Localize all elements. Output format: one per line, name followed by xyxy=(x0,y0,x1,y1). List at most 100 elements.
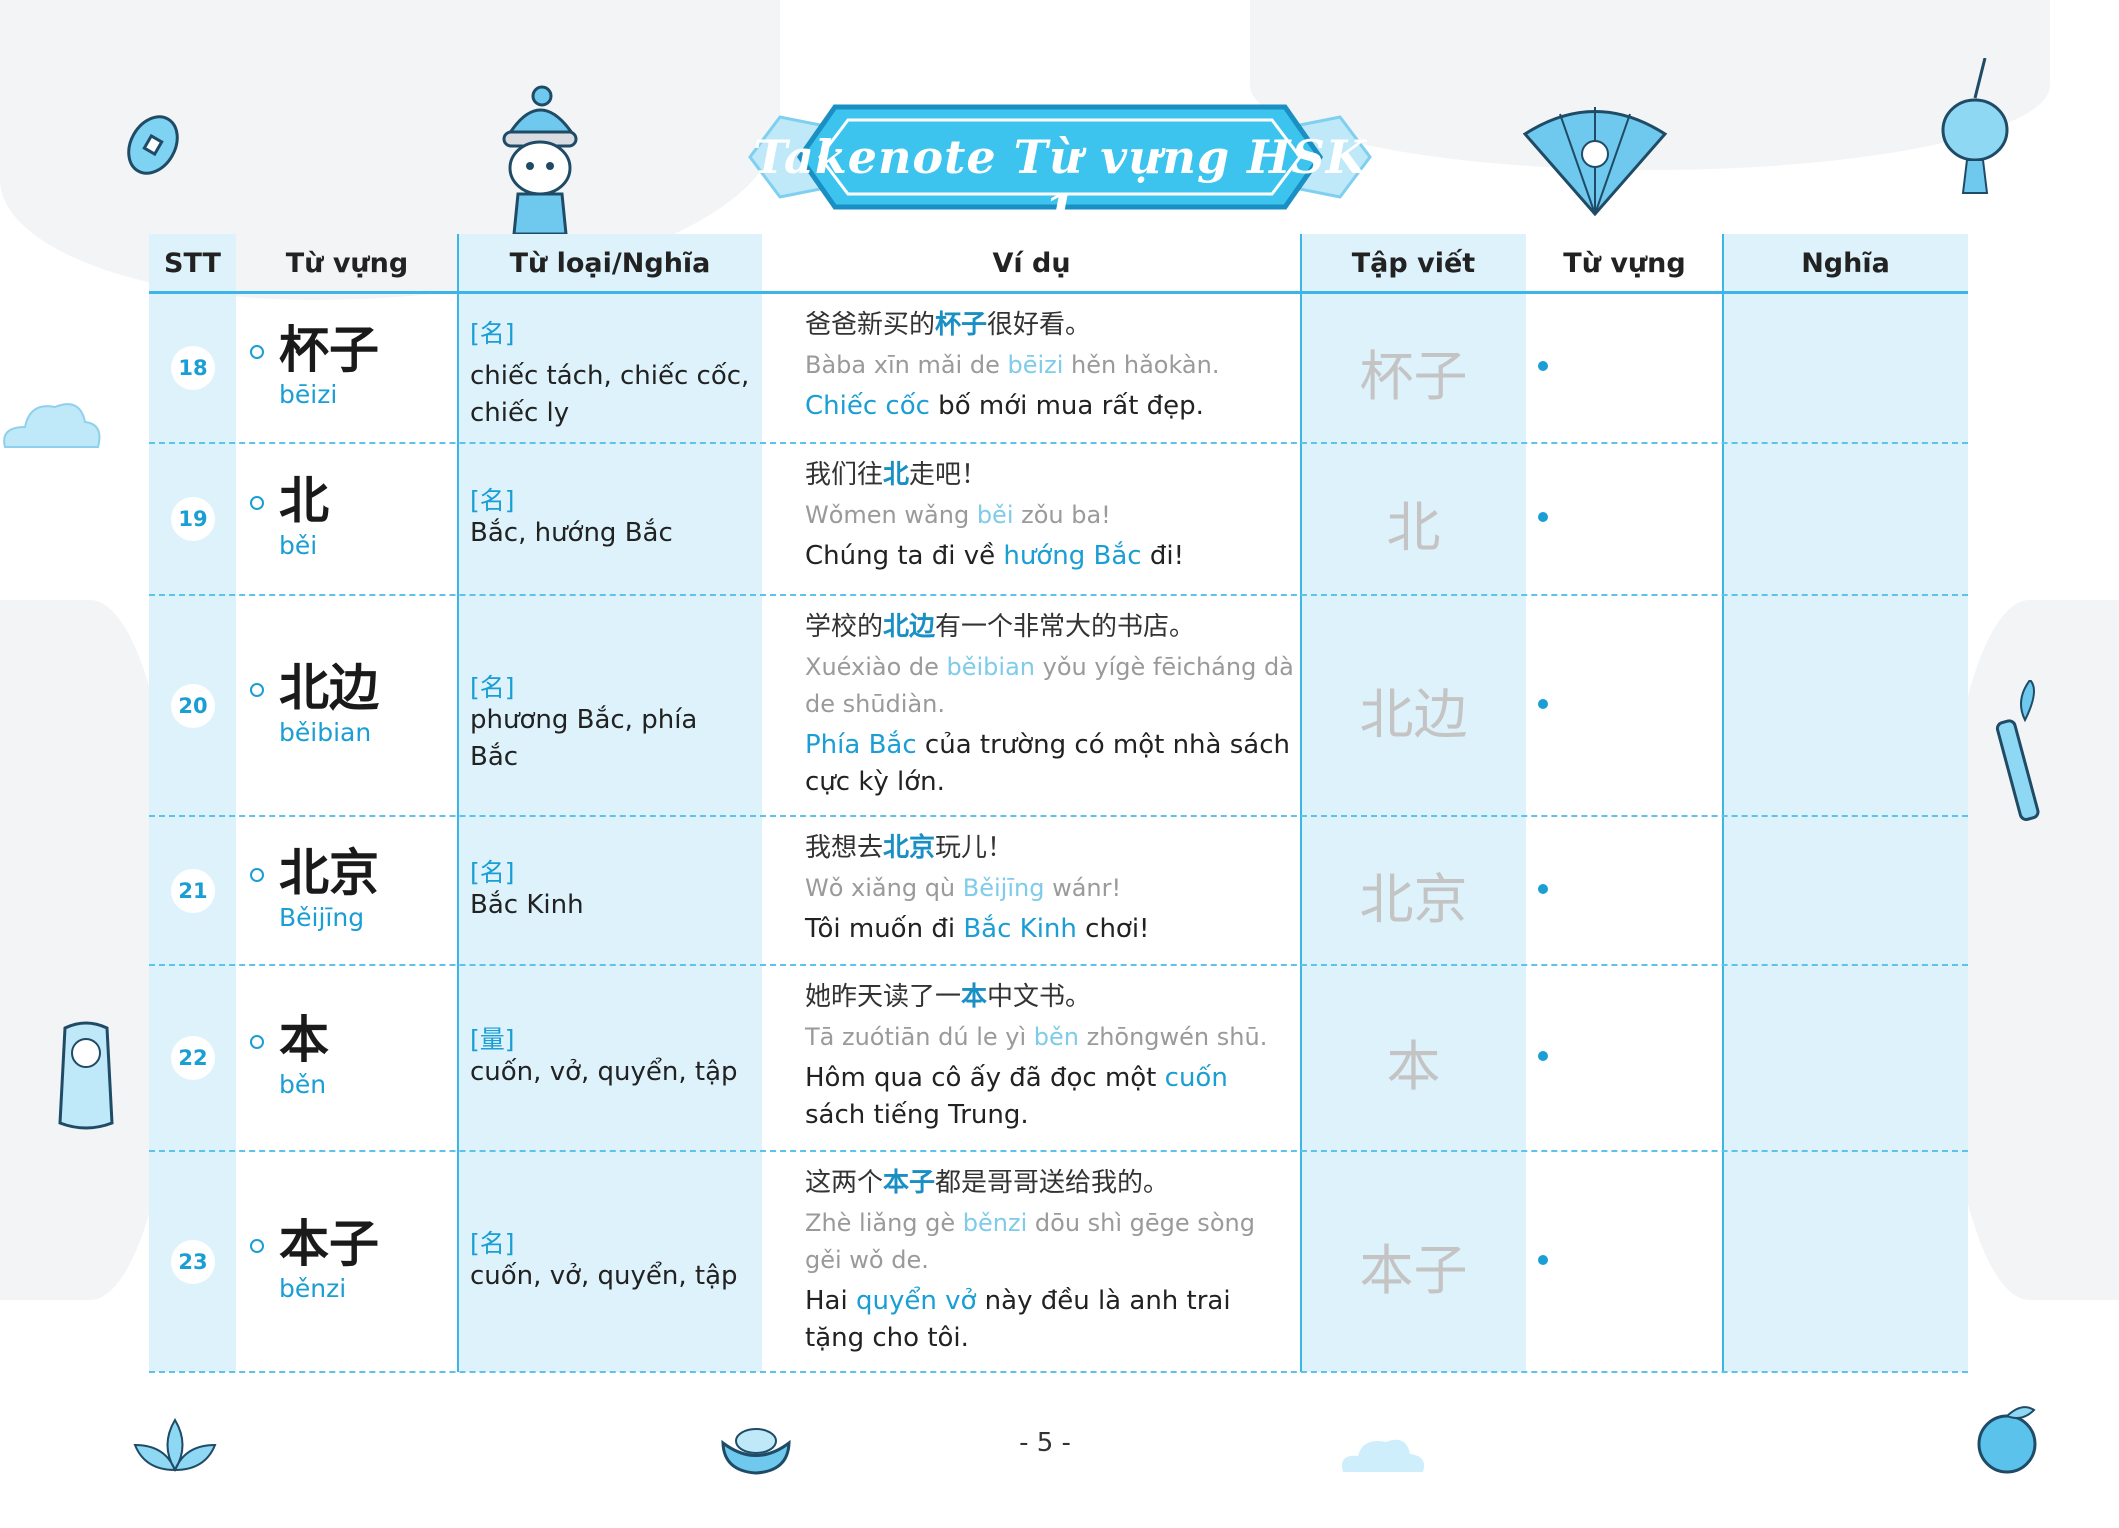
example-segment: zhōngwén shū. xyxy=(1078,1023,1268,1051)
table-row: 19 北 běi [名] Bắc, hướng Bắc 我们往北走吧！ Wǒme… xyxy=(149,443,1968,595)
example-chinese: 她昨天读了一本中文书。 xyxy=(805,977,1295,1017)
highlighted-word: běn xyxy=(1033,1023,1079,1051)
example-segment: 中文书。 xyxy=(987,982,1092,1012)
example-segment: dōu shì gēge sòng gěi wǒ de. xyxy=(805,1209,1255,1274)
example-pinyin: Xuéxiào de běibian yǒu yígè fēicháng dà … xyxy=(805,649,1295,723)
example-pinyin: Wǒ xiǎng qù Běijīng wánr! xyxy=(805,870,1295,907)
highlighted-word: 本子 xyxy=(883,1168,936,1198)
bamboo-icon xyxy=(1995,680,2040,821)
example-segment: 走吧！ xyxy=(909,460,988,490)
table-row: 23 本子 běnzi [名] cuốn, vở, quyển, tập 这两个… xyxy=(149,1151,1968,1372)
row-number: 21 xyxy=(171,868,215,913)
vocab-pinyin: běnzi xyxy=(279,1273,347,1303)
example-segment: Xuéxiào de xyxy=(805,653,947,681)
row-divider xyxy=(149,1371,1968,1373)
table-row: 18 杯子 bēizi [名] chiếc tách, chiếc cốc, c… xyxy=(149,293,1968,443)
highlighted-word: hướng Bắc xyxy=(1003,541,1142,571)
row-number: 19 xyxy=(171,497,215,541)
vocab-practice-bullet-icon xyxy=(1538,698,1548,709)
example-block: 我想去北京玩儿！ Wǒ xiǎng qù Běijīng wánr! Tôi m… xyxy=(805,828,1295,948)
pouch-icon xyxy=(58,1021,114,1130)
example-vietnamese: Hai quyển vở này đều là anh trai tặng ch… xyxy=(805,1283,1295,1357)
vocab-practice-bullet-icon xyxy=(1538,1051,1548,1061)
header-stt: STT xyxy=(164,248,221,279)
example-segment: Hôm qua cô ấy đã đọc một xyxy=(805,1063,1165,1093)
example-segment: Chúng ta đi về xyxy=(805,541,1004,571)
example-segment: 爸爸新买的 xyxy=(805,310,936,340)
vocab-pinyin: bēizi xyxy=(279,380,338,409)
vocab-practice-bullet-icon xyxy=(1538,1254,1548,1265)
example-segment: của trường có một nhà sách cực kỳ lớn. xyxy=(805,730,1290,797)
example-block: 爸爸新买的杯子很好看。 Bàba xīn mǎi de bēizi hěn hǎ… xyxy=(805,305,1295,425)
vocab-hanzi: 北京 xyxy=(279,843,379,902)
vocab-practice-bullet-icon xyxy=(1538,361,1548,371)
vocab-practice-bullet-icon xyxy=(1538,883,1548,894)
vocab-hanzi: 本子 xyxy=(279,1214,379,1273)
example-block: 这两个本子都是哥哥送给我的。 Zhè liǎng gè běnzi dōu sh… xyxy=(805,1163,1295,1357)
highlighted-word: běibian xyxy=(946,653,1036,681)
example-segment: Hai xyxy=(805,1286,856,1316)
example-segment: 有一个非常大的书店。 xyxy=(935,612,1196,642)
column-trace-bg xyxy=(1301,234,1526,1372)
meaning-text: chiếc tách, chiếc cốc, chiếc ly xyxy=(470,361,750,428)
highlighted-word: 本 xyxy=(961,982,988,1012)
cloud-icon xyxy=(3,403,101,448)
example-block: 她昨天读了一本中文书。 Tā zuótiān dú le yì běn zhōn… xyxy=(805,977,1295,1134)
row-divider xyxy=(149,594,1968,596)
example-segment: 学校的 xyxy=(805,612,884,642)
table-row: 20 北边 běibian [名] phương Bắc, phía Bắc 学… xyxy=(149,595,1968,816)
example-segment: 她昨天读了一 xyxy=(805,982,962,1012)
example-chinese: 这两个本子都是哥哥送给我的。 xyxy=(805,1163,1295,1203)
row-divider xyxy=(149,442,1968,444)
example-chinese: 学校的北边有一个非常大的书店。 xyxy=(805,607,1295,647)
example-pinyin: Wǒmen wǎng běi zǒu ba! xyxy=(805,497,1295,534)
peach-icon xyxy=(1977,1406,2037,1474)
column-pos-bg xyxy=(458,234,762,1372)
highlighted-word: 北京 xyxy=(883,833,936,863)
column-divider xyxy=(457,234,459,1372)
bullet-ring-icon xyxy=(250,682,264,697)
vocab-pinyin: běi xyxy=(279,531,318,560)
row-divider xyxy=(149,1150,1968,1152)
vocab-pinyin: běibian xyxy=(279,717,372,747)
example-vietnamese: Hôm qua cô ấy đã đọc một cuốn sách tiếng… xyxy=(805,1060,1295,1134)
table-row: 21 北京 Běijīng [名] Bắc Kinh 我想去北京玩儿！ Wǒ x… xyxy=(149,816,1968,965)
example-segment: Wǒmen wǎng xyxy=(805,501,977,529)
example-segment: Wǒ xiǎng qù xyxy=(805,874,963,902)
row-number: 20 xyxy=(171,683,215,728)
example-segment: 我想去 xyxy=(805,833,884,863)
example-segment: 这两个 xyxy=(805,1168,884,1198)
example-segment: 我们往 xyxy=(805,460,884,490)
header-meaning-practice: Nghĩa xyxy=(1801,248,1890,279)
highlighted-word: Phía Bắc xyxy=(805,730,917,760)
example-pinyin: Tā zuótiān dú le yì běn zhōngwén shū. xyxy=(805,1019,1295,1056)
meaning-text: Bắc, hướng Bắc xyxy=(470,518,673,548)
page-number: - 5 - xyxy=(1019,1428,1071,1458)
writing-practice-trace: 杯子 xyxy=(1359,345,1468,408)
bullet-ring-icon xyxy=(250,496,264,510)
highlighted-word: 杯子 xyxy=(935,310,988,340)
vocab-pinyin: Běijīng xyxy=(279,902,365,932)
header-vocab-practice: Từ vựng xyxy=(1563,248,1686,279)
column-meaning-bg xyxy=(1723,234,1968,1372)
example-segment: Zhè liǎng gè xyxy=(805,1209,963,1237)
gold-ingot-icon xyxy=(721,1428,791,1475)
meaning-text: Bắc Kinh xyxy=(470,889,584,920)
vocab-hanzi: 北边 xyxy=(279,658,379,717)
meaning-text: phương Bắc, phía Bắc xyxy=(470,704,698,772)
meaning-text: cuốn, vở, quyển, tập xyxy=(470,1057,738,1087)
highlighted-word: quyển vở xyxy=(855,1286,977,1316)
example-vietnamese: Chiếc cốc bố mới mua rất đẹp. xyxy=(805,388,1295,425)
example-chinese: 爸爸新买的杯子很好看。 xyxy=(805,305,1295,345)
writing-practice-trace: 本 xyxy=(1386,1035,1441,1098)
example-segment: bố mới mua rất đẹp. xyxy=(929,391,1204,421)
header-divider xyxy=(149,291,1968,294)
example-segment: 都是哥哥送给我的。 xyxy=(935,1168,1170,1198)
header-example: Ví dụ xyxy=(992,248,1071,279)
page-title: Takenote Từ vựng HSK 1 xyxy=(753,130,1367,238)
row-number: 22 xyxy=(171,1036,215,1080)
example-segment: Tā zuótiān dú le yì xyxy=(805,1023,1034,1051)
example-segment: đi! xyxy=(1141,541,1184,571)
bullet-ring-icon xyxy=(250,867,264,882)
vocab-hanzi: 本 xyxy=(279,1011,329,1069)
